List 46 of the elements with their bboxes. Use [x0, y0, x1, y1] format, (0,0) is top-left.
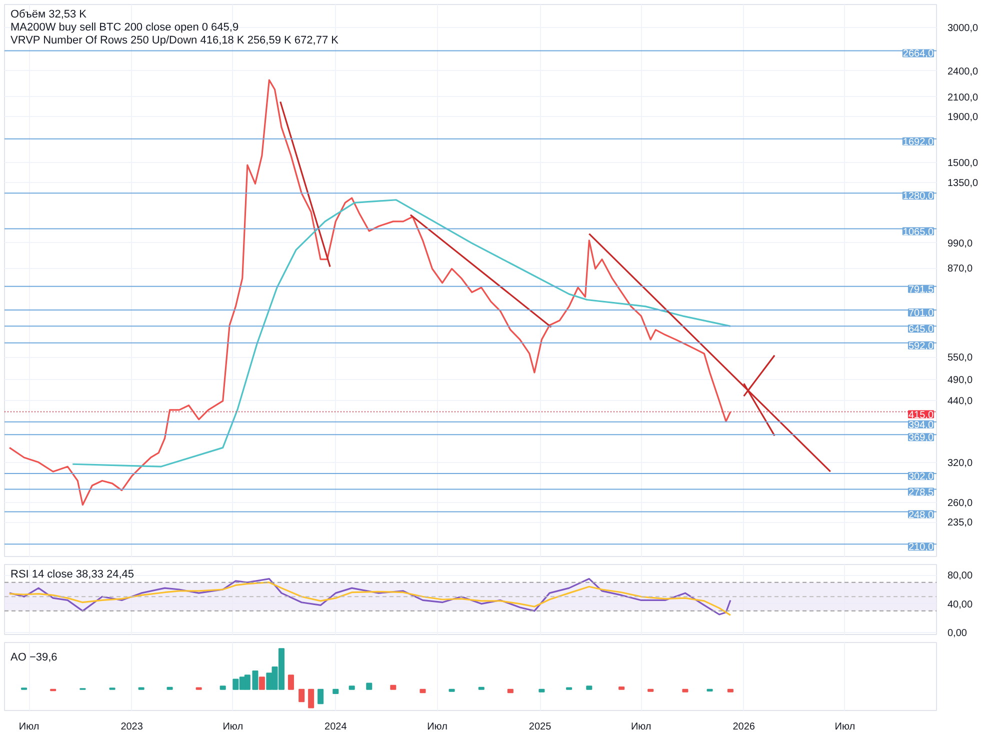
ref-line-label: 248,0	[908, 510, 934, 521]
x-tick-label: 2026	[732, 722, 756, 732]
ref-line-label: 701,0	[908, 308, 934, 319]
ref-line-label: 2664,0	[902, 48, 934, 60]
y-tick-label: 990,0	[948, 238, 973, 250]
annotation: Объём 32,53 K	[10, 8, 88, 20]
x-tick-label: 2025	[528, 722, 552, 732]
ref-line-label: 369,0	[908, 432, 934, 444]
ref-line-label: 1692,0	[902, 136, 934, 148]
y-tick-label: 550,0	[948, 352, 973, 364]
x-tick-label: Июл	[427, 722, 448, 732]
y-tick-label: 3000,0	[948, 23, 979, 34]
ref-line-label: 415,0	[908, 410, 934, 421]
ref-line-label: 592,0	[908, 340, 934, 352]
ref-line-label: 1280,0	[902, 191, 934, 202]
y-tick-label: 490,0	[948, 375, 973, 386]
y-tick-label: 1350,0	[948, 178, 979, 190]
ref-line-label: 210,0	[908, 542, 934, 554]
annotation: MA200W buy sell BTC 200 close open 0 645,9	[10, 22, 239, 34]
y-tick-label: 80,00	[948, 570, 973, 582]
ref-line-label: 645,0	[908, 324, 934, 336]
y-tick-label: 870,0	[948, 264, 973, 275]
y-tick-label: 1500,0	[948, 158, 979, 169]
y-tick-label: 1900,0	[948, 112, 979, 123]
y-tick-label: 320,0	[948, 458, 973, 469]
y-tick-label: 235,0	[948, 518, 973, 529]
y-tick-label: 2100,0	[948, 92, 979, 104]
y-tick-label: 2400,0	[948, 66, 979, 78]
annotation: AO −39,6	[10, 652, 58, 664]
ref-line-label: 302,0	[908, 472, 934, 483]
ref-line-label: 394,0	[908, 420, 934, 431]
y-tick-label: 260,0	[948, 498, 973, 510]
ref-line-label: 791,5	[908, 284, 934, 296]
x-tick-label: 2023	[120, 722, 144, 732]
x-tick-label: Июл	[18, 722, 40, 732]
annotation: VRVP Number Of Rows 250 Up/Down 416,18 K 256,59 K 672,77 K	[10, 34, 340, 46]
y-tick-label: 0,00	[948, 628, 968, 639]
y-tick-label: 440,0	[948, 396, 973, 407]
x-tick-label: 2024	[324, 722, 348, 732]
y-tick-label: 40,00	[948, 599, 973, 610]
x-tick-label: Июл	[222, 722, 244, 732]
x-tick-label: Июл	[834, 722, 856, 732]
ref-line-label: 278,5	[908, 487, 934, 498]
x-tick-label: Июл	[630, 722, 652, 732]
ref-line-label: 1065,0	[902, 226, 934, 238]
annotation: RSI 14 close 38,33 24,45	[10, 568, 134, 580]
